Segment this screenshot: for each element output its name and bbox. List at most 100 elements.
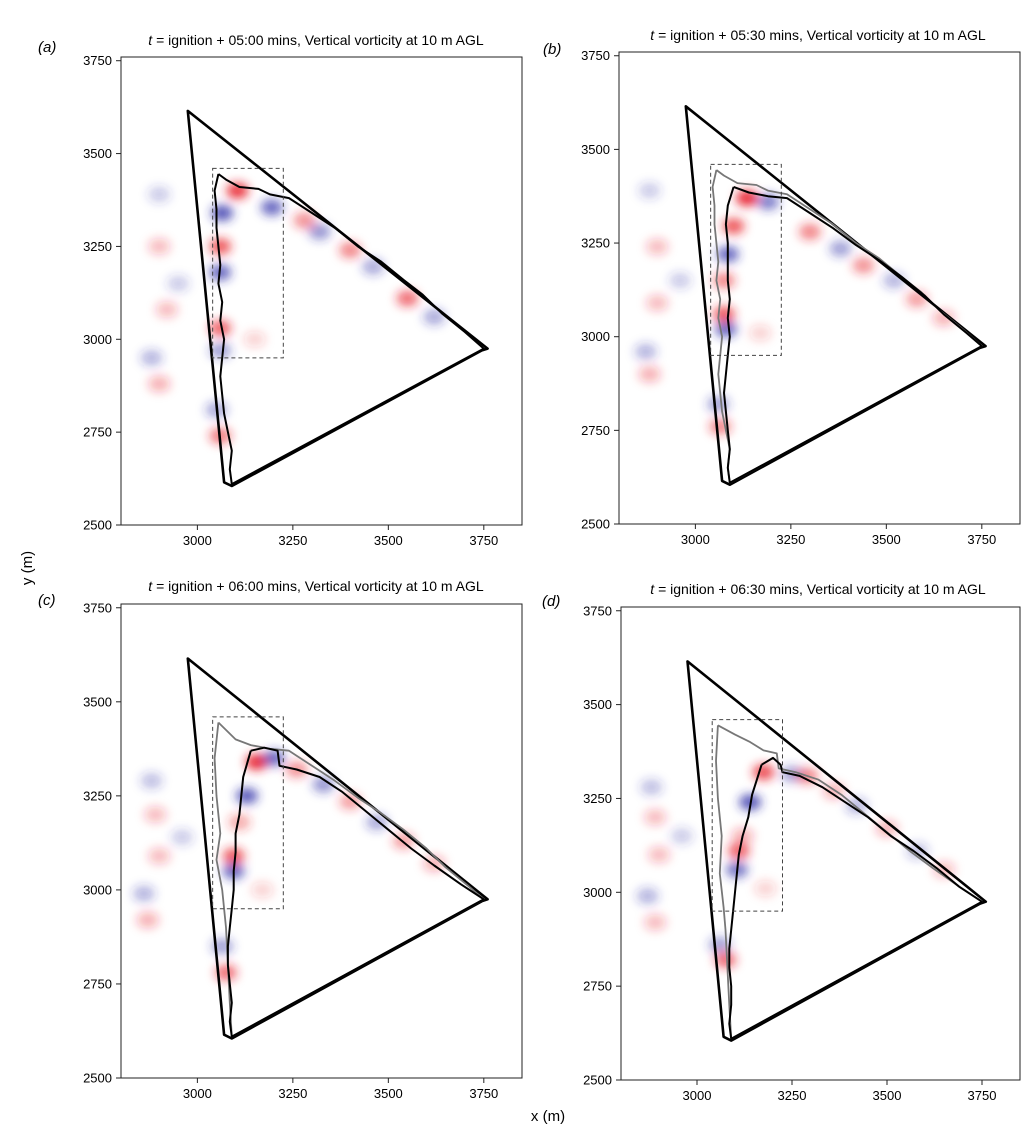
panel-letter: (a) (38, 39, 56, 56)
y-tick-label: 3000 (83, 882, 112, 897)
x-tick-label: 3000 (683, 1088, 712, 1103)
negative-vorticity-cell (640, 779, 663, 796)
positive-vorticity-cell (646, 294, 669, 311)
fire-front (728, 756, 983, 1040)
x-tick-label: 3250 (278, 1086, 307, 1101)
previous-fire-front (213, 721, 485, 1038)
x-tick-label: 3500 (374, 1086, 403, 1101)
title-text: = ignition + 06:00 mins, Vertical vortic… (152, 578, 484, 594)
inset-box (212, 716, 284, 910)
positive-vorticity-cell (722, 218, 745, 235)
y-tick-label: 2750 (583, 979, 612, 994)
positive-vorticity-cell (209, 238, 232, 255)
y-tick-label: 3750 (581, 48, 610, 63)
panel-c: 3000 3250 3500 3750 2500 2750 3000 3250 3500 3750… (38, 578, 523, 1101)
negative-vorticity-cell (262, 750, 285, 767)
burn-plot-outline (186, 109, 489, 488)
positive-vorticity-cell (222, 848, 245, 865)
positive-vorticity-cell (339, 242, 362, 259)
plot-area (132, 657, 489, 1040)
burn-plot-outline (686, 660, 988, 1042)
plot-area (634, 105, 987, 487)
negative-vorticity-cell (312, 776, 335, 793)
negative-vorticity-cell (209, 342, 232, 359)
x-tick-label: 3000 (183, 1086, 212, 1101)
x-tick-label: 3500 (872, 532, 901, 547)
axes-frame (618, 51, 1021, 525)
inset-box (711, 719, 784, 912)
vorticity-field (634, 182, 955, 435)
fire-front (213, 173, 485, 486)
panel-letter: (b) (543, 41, 561, 58)
y-axis-label: y (m) (19, 551, 36, 585)
negative-vorticity-cell (906, 843, 929, 860)
negative-vorticity-cell (829, 240, 852, 257)
panel-letter: (d) (542, 593, 560, 610)
x-tick-label: 3250 (278, 533, 307, 548)
positive-vorticity-cell (713, 272, 736, 289)
negative-vorticity-cell (365, 814, 388, 831)
panel-title: t = ignition + 05:00 mins, Vertical vort… (148, 32, 484, 48)
x-tick-label: 3750 (967, 532, 996, 547)
negative-vorticity-cell (308, 223, 331, 240)
y-tick-label: 2500 (83, 1071, 112, 1086)
y-tick-label: 2500 (83, 518, 112, 533)
positive-vorticity-cell (215, 964, 238, 981)
axes-frame (120, 56, 523, 526)
axes-frame (620, 606, 1021, 1081)
positive-vorticity-cell (752, 764, 775, 781)
negative-vorticity-cell (148, 186, 171, 203)
positive-vorticity-cell (648, 846, 670, 863)
positive-vorticity-cell (396, 290, 419, 307)
negative-vorticity-cell (236, 787, 259, 804)
fire-front (226, 746, 485, 1038)
y-tick-label: 3500 (583, 697, 612, 712)
y-tick-label: 3250 (583, 791, 612, 806)
title-time-symbol: t (148, 578, 153, 594)
previous-fire-front (711, 169, 983, 484)
panel-b: 3000 3250 3500 3750 2500 2750 3000 3250 3500 3750… (543, 27, 1021, 547)
positive-vorticity-cell (713, 306, 736, 323)
y-tick-label: 3250 (83, 239, 112, 254)
positive-vorticity-cell (136, 912, 159, 928)
positive-vorticity-cell (644, 809, 667, 826)
x-tick-label: 3750 (469, 533, 498, 548)
negative-vorticity-cell (423, 309, 446, 325)
positive-vorticity-cell (293, 212, 316, 229)
previous-fire-front (715, 724, 983, 1040)
x-tick-label: 3500 (873, 1088, 902, 1103)
panels-group: 3000 3250 3500 3750 2500 2750 3000 3250 3500 3750… (38, 27, 1021, 1103)
inset-box (710, 163, 782, 356)
y-tick-label: 3000 (83, 332, 112, 347)
panel-letter: (c) (38, 592, 56, 609)
positive-vorticity-cell (148, 848, 171, 865)
title-text: = ignition + 05:30 mins, Vertical vortic… (654, 27, 986, 43)
y-tick-label: 2500 (581, 517, 610, 532)
positive-vorticity-cell (714, 951, 737, 968)
panel-title: t = ignition + 06:00 mins, Vertical vort… (148, 578, 484, 594)
positive-vorticity-cell (148, 375, 171, 392)
negative-vorticity-cell (211, 205, 234, 221)
plot-area (636, 660, 988, 1042)
positive-vorticity-cell (243, 331, 266, 348)
y-tick-label: 3000 (583, 885, 612, 900)
y-tick-label: 2500 (583, 1073, 612, 1088)
y-tick-label: 2750 (83, 976, 112, 991)
panel-d: 3000 3250 3500 3750 2500 2750 3000 3250 3500 3750… (542, 581, 1021, 1103)
negative-vorticity-cell (636, 888, 659, 905)
negative-vorticity-cell (132, 885, 155, 902)
positive-vorticity-cell (754, 880, 777, 897)
positive-vorticity-cell (852, 257, 875, 274)
x-tick-label: 3000 (183, 533, 212, 548)
positive-vorticity-cell (228, 814, 251, 831)
y-tick-label: 2750 (581, 423, 610, 438)
negative-vorticity-cell (634, 343, 657, 360)
positive-vorticity-cell (339, 793, 362, 810)
y-tick-label: 2750 (83, 425, 112, 440)
positive-vorticity-cell (638, 366, 661, 383)
y-tick-label: 3750 (83, 600, 112, 615)
positive-vorticity-cell (876, 820, 898, 837)
x-tick-label: 3750 (968, 1088, 997, 1103)
y-tick-label: 3750 (83, 53, 112, 68)
